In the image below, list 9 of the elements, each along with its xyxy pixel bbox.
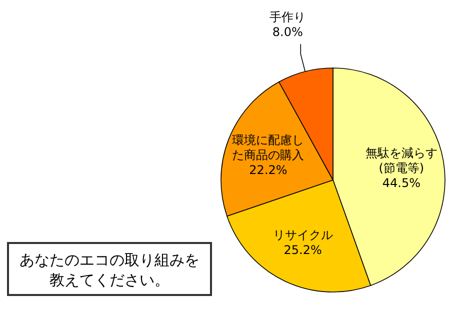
slice-label: 環境に配慮した商品の購入 (232, 132, 304, 162)
data-label: 25.2% (284, 243, 322, 258)
slice-label: 手作り (270, 10, 306, 24)
slice-label: 無駄を減らす(節電等) (365, 146, 438, 176)
slice-label: リサイクル (272, 228, 333, 242)
data-label: 44.5% (382, 176, 420, 190)
text: あなたのエコの取り組みを教えてください。 (20, 251, 200, 289)
data-label: 8.0% (272, 25, 303, 40)
data-label: 22.2% (249, 162, 288, 177)
